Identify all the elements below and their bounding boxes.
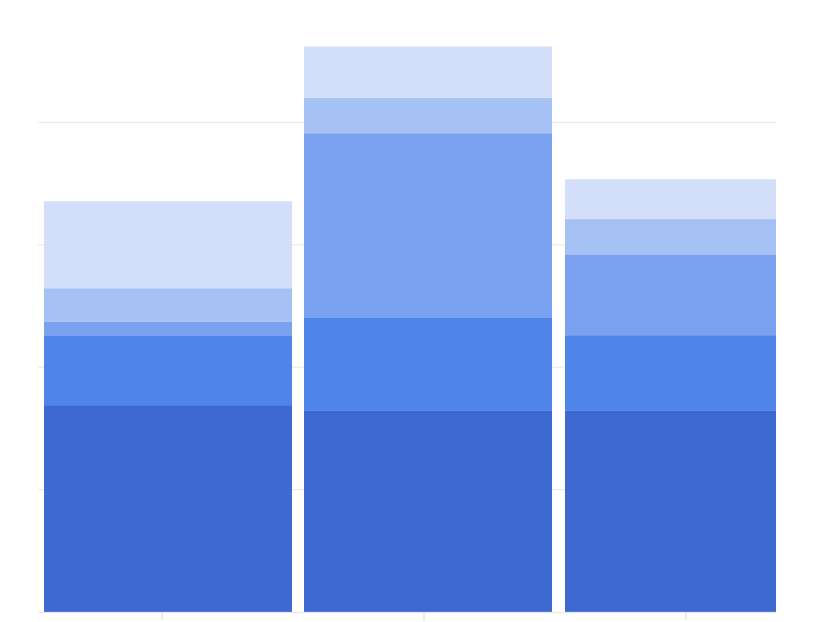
bar-segment-1-4: [44, 288, 292, 322]
bar-segment-2-2: [304, 317, 552, 411]
bar-segment-2-4: [304, 97, 552, 134]
x-axis: [38, 611, 776, 620]
bars: [44, 46, 776, 612]
bar-segment-2-5: [304, 46, 552, 98]
bar-segment-3-1: [565, 410, 776, 612]
bar-segment-2-1: [304, 410, 552, 612]
bar-segment-3-2: [565, 335, 776, 411]
bar-segment-3-5: [565, 179, 776, 220]
bar-segment-1-5: [44, 201, 292, 289]
bar-segment-2-3: [304, 133, 552, 318]
bar-segment-1-3: [44, 321, 292, 336]
bar-segment-3-3: [565, 254, 776, 336]
bar-segment-1-1: [44, 405, 292, 612]
bar-segment-3-4: [565, 219, 776, 255]
bar-segment-1-2: [44, 335, 292, 406]
